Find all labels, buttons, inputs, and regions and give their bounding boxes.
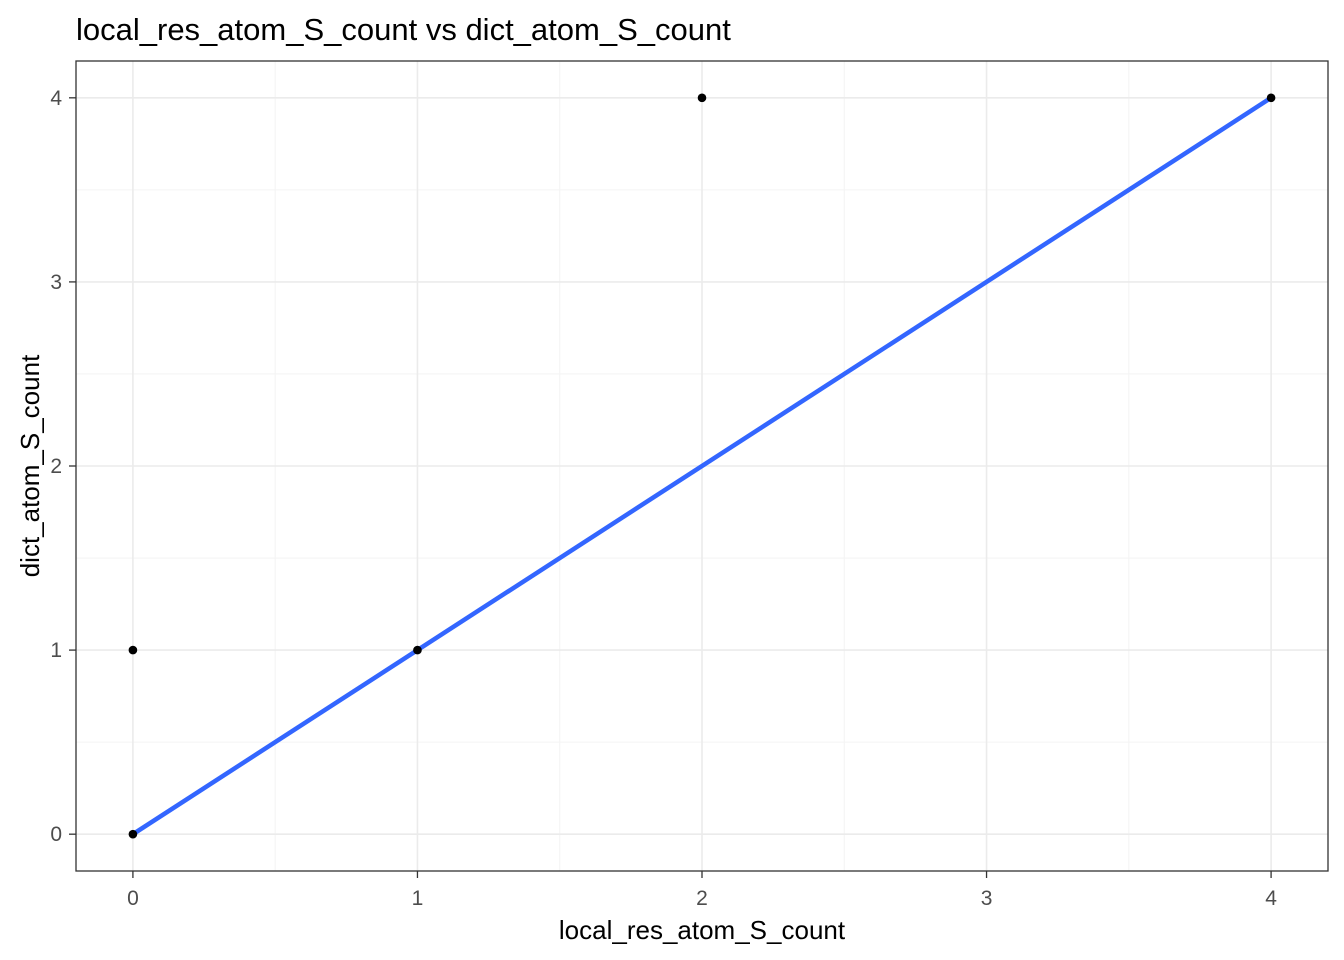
- x-tick-label: 1: [412, 887, 424, 910]
- data-point: [1266, 93, 1276, 103]
- trend-line: [131, 95, 1273, 837]
- y-tick-label: 0: [50, 823, 62, 846]
- data-points: [128, 93, 1276, 839]
- y-tick-label: 1: [50, 639, 62, 662]
- trend-line-group: [131, 95, 1273, 837]
- y-tick-label: 4: [50, 87, 62, 110]
- data-point: [128, 829, 138, 839]
- x-axis-ticks: 0 1 2 3 4: [127, 871, 1277, 910]
- data-point: [128, 645, 138, 655]
- y-tick-label: 3: [50, 271, 62, 294]
- x-tick-label: 0: [127, 887, 139, 910]
- x-tick-label: 3: [981, 887, 993, 910]
- x-tick-label: 2: [696, 887, 708, 910]
- y-tick-label: 2: [50, 455, 62, 478]
- data-point: [413, 645, 422, 655]
- x-axis-title: local_res_atom_S_count: [559, 915, 846, 945]
- x-tick-label: 4: [1265, 887, 1277, 910]
- y-axis-title: dict_atom_S_count: [15, 354, 45, 577]
- chart-title: local_res_atom_S_count vs dict_atom_S_co…: [76, 12, 731, 47]
- y-axis-ticks: 0 1 2 3 4: [50, 87, 76, 846]
- data-point: [697, 93, 707, 103]
